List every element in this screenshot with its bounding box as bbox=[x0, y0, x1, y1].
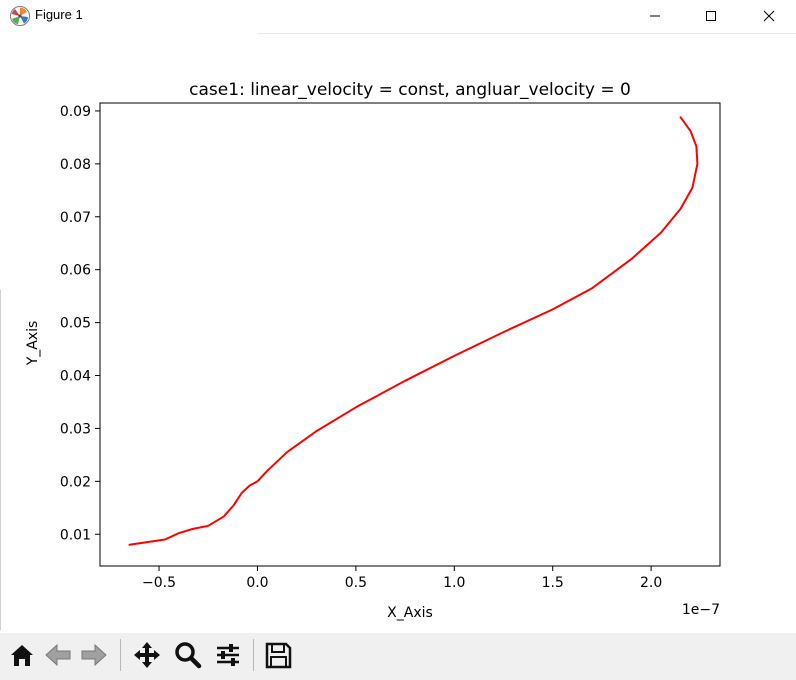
y-tick-label: 0.06 bbox=[60, 263, 91, 279]
pan-button[interactable] bbox=[131, 639, 163, 671]
y-tick-label: 0.08 bbox=[60, 157, 91, 173]
window-title: Figure 1 bbox=[35, 7, 83, 22]
minimize-icon bbox=[650, 15, 660, 17]
y-tick-label: 0.04 bbox=[60, 369, 91, 385]
matplotlib-logo-icon bbox=[9, 5, 31, 27]
home-button[interactable] bbox=[6, 639, 38, 671]
x-axis-label: X_Axis bbox=[387, 605, 433, 621]
x-axis-offset-label: 1e−7 bbox=[682, 602, 720, 618]
back-button[interactable] bbox=[42, 639, 74, 671]
y-tick-label: 0.01 bbox=[60, 527, 91, 543]
x-tick-label: 0.0 bbox=[246, 575, 268, 591]
home-icon bbox=[11, 645, 33, 666]
close-button[interactable] bbox=[746, 0, 792, 32]
move-icon bbox=[134, 642, 160, 668]
y-tick-label: 0.02 bbox=[60, 474, 91, 490]
y-tick-label: 0.09 bbox=[60, 104, 91, 120]
maximize-icon bbox=[706, 11, 716, 21]
close-icon bbox=[763, 10, 775, 22]
toolbar-separator bbox=[253, 639, 254, 671]
y-axis-ticks: 0.01 0.02 0.03 0.04 0.05 0.06 0.07 0.08 0.09 bbox=[60, 104, 100, 543]
sliders-icon bbox=[217, 644, 239, 666]
configure-subplots-button[interactable] bbox=[212, 639, 244, 671]
floppy-disk-icon bbox=[265, 642, 292, 669]
save-button[interactable] bbox=[262, 639, 294, 671]
magnifier-icon bbox=[175, 642, 202, 669]
axes-spines bbox=[99, 102, 721, 567]
x-tick-label: 0.5 bbox=[345, 575, 367, 591]
chart-title: case1: linear_velocity = const, angluar_… bbox=[189, 80, 631, 100]
x-tick-label: −0.5 bbox=[142, 575, 176, 591]
toolbar-separator bbox=[120, 639, 121, 671]
x-tick-label: 1.0 bbox=[443, 575, 465, 591]
title-bar: Figure 1 bbox=[0, 0, 796, 32]
forward-arrow-icon bbox=[81, 643, 107, 667]
zoom-button[interactable] bbox=[172, 639, 204, 671]
axes-frame bbox=[99, 102, 721, 567]
navigation-toolbar bbox=[0, 633, 796, 680]
y-tick-label: 0.07 bbox=[60, 210, 91, 226]
trajectory-line bbox=[128, 116, 699, 546]
y-axis-label: Y_Axis bbox=[25, 321, 41, 367]
back-arrow-icon bbox=[45, 643, 71, 667]
y-tick-label: 0.05 bbox=[60, 316, 91, 332]
series-layer bbox=[128, 116, 699, 546]
x-axis-ticks: −0.5 0.0 0.5 1.0 1.5 2.0 bbox=[142, 566, 662, 591]
forward-button[interactable] bbox=[78, 639, 110, 671]
figure-canvas[interactable]: case1: linear_velocity = const, angluar_… bbox=[0, 34, 796, 633]
title-separator bbox=[258, 33, 796, 34]
window-left-border bbox=[0, 290, 1, 630]
x-tick-label: 1.5 bbox=[542, 575, 564, 591]
maximize-button[interactable] bbox=[688, 0, 734, 32]
minimize-button[interactable] bbox=[632, 0, 678, 32]
x-tick-label: 2.0 bbox=[640, 575, 662, 591]
y-tick-label: 0.03 bbox=[60, 421, 91, 437]
